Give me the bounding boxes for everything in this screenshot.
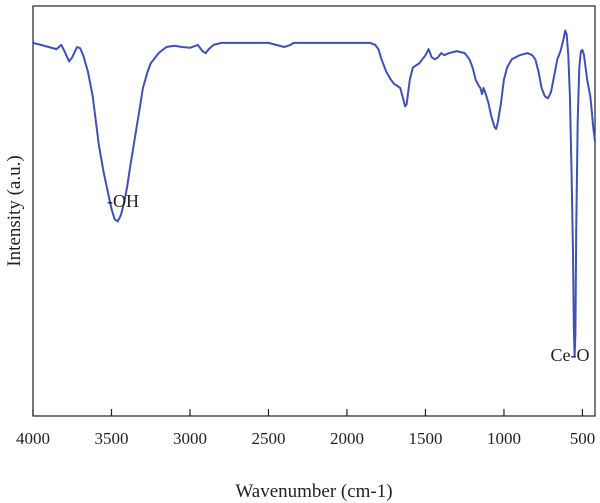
x-tick-label-2000: 2000 [330,429,364,448]
x-tick-label-3000: 3000 [173,429,207,448]
plot-area-frame [32,5,596,417]
x-tick-label-4000: 4000 [16,429,50,448]
y-axis-label: Intensity (a.u.) [4,155,25,266]
x-tick-label-1500: 1500 [408,429,442,448]
x-tick-label-500: 500 [570,429,596,448]
x-tick-label-1000: 1000 [487,429,521,448]
x-tick-label-2500: 2500 [251,429,285,448]
spectrum-series-line [32,29,596,358]
x-axis-tick-labels: 4000 3500 3000 2500 2000 1500 1000 500 [16,429,595,448]
x-axis-label: Wavenumber (cm-1) [235,481,392,502]
x-tick-label-3500: 3500 [94,429,128,448]
x-axis-ticks [32,409,584,416]
annotation-oh: -OH [107,191,139,211]
annotation-ce-o: Ce-O [551,345,590,365]
